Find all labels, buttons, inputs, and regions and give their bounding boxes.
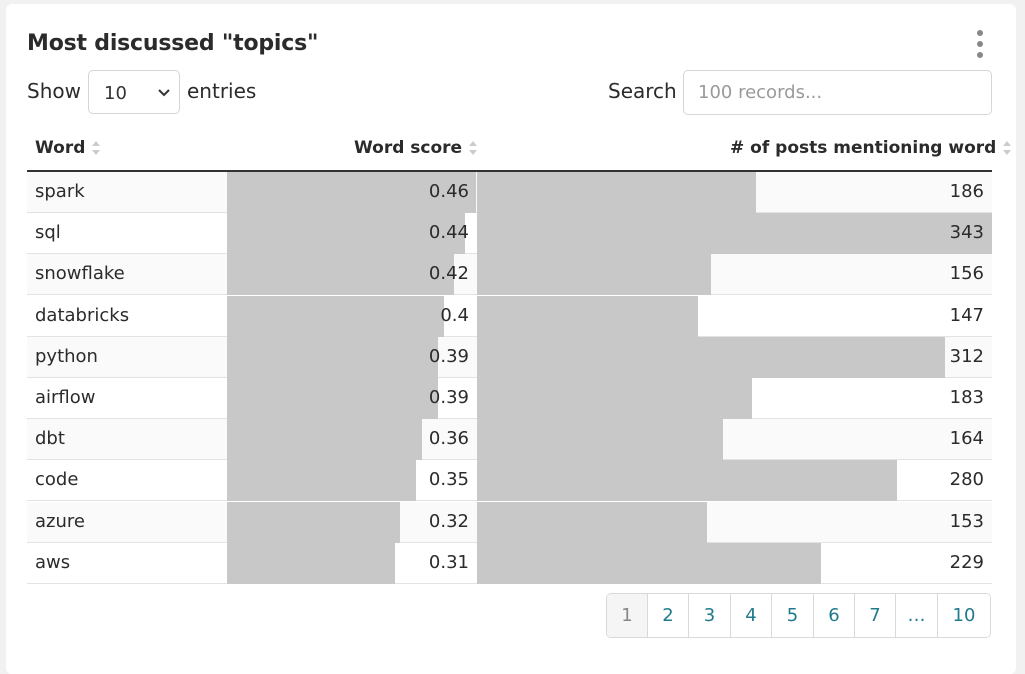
column-header-word[interactable]: Word	[35, 138, 101, 158]
word-score-bar	[227, 419, 422, 461]
column-header-posts[interactable]: # of posts mentioning word	[730, 138, 1012, 158]
header-divider	[27, 170, 992, 172]
chevron-down-icon	[158, 89, 170, 97]
word-cell: snowflake	[35, 263, 125, 285]
table-row: snowflake 0.42 156	[27, 254, 992, 296]
posts-count-cell: 186	[949, 181, 984, 202]
page-button[interactable]: …	[895, 594, 937, 637]
word-score-cell: 0.44	[428, 222, 469, 244]
sort-icon	[92, 141, 101, 155]
posts-count-cell: 156	[949, 263, 984, 285]
word-cell: airflow	[35, 387, 96, 408]
posts-count-bar	[477, 254, 711, 296]
page-button[interactable]: 7	[854, 594, 895, 637]
sort-icon	[1003, 141, 1012, 155]
table-row: sql 0.44 343	[27, 213, 992, 255]
posts-count-cell: 229	[949, 551, 984, 573]
posts-count-bar	[477, 172, 756, 213]
table-row: azure 0.32 153	[27, 501, 992, 543]
word-score-cell: 0.4	[440, 304, 469, 326]
word-cell: aws	[35, 551, 71, 573]
word-score-cell: 0.39	[428, 387, 469, 408]
table-row: databricks 0.4 147	[27, 295, 992, 337]
word-score-bar	[227, 378, 438, 419]
word-score-bar	[227, 295, 444, 337]
word-score-bar	[227, 501, 400, 543]
kebab-dot	[977, 30, 983, 36]
word-cell: databricks	[35, 304, 130, 326]
table-row: airflow 0.39 183	[27, 378, 992, 419]
entries-label: entries	[187, 79, 257, 103]
table-row: spark 0.46 186	[27, 172, 992, 213]
word-cell: azure	[35, 510, 85, 532]
table-row: aws 0.31 229	[27, 542, 992, 584]
word-score-cell: 0.32	[428, 510, 469, 532]
page-button[interactable]: 2	[647, 594, 688, 637]
posts-count-cell: 312	[949, 345, 984, 367]
word-score-bar	[227, 542, 395, 584]
word-score-cell: 0.36	[428, 428, 469, 450]
page-size-select[interactable]: 10	[88, 70, 180, 114]
page-button[interactable]: 3	[688, 594, 730, 637]
search-label: Search	[608, 79, 677, 103]
word-score-cell: 0.31	[428, 551, 469, 573]
word-cell: sql	[35, 222, 61, 244]
column-header-label: Word score	[354, 138, 463, 158]
posts-count-bar	[477, 336, 945, 378]
page-button[interactable]: 10	[937, 594, 990, 637]
posts-count-cell: 147	[949, 304, 984, 326]
search-input[interactable]	[683, 70, 992, 115]
word-score-bar	[227, 213, 465, 255]
word-score-cell: 0.42	[428, 263, 469, 285]
column-header-label: # of posts mentioning word	[730, 138, 997, 158]
word-score-bar	[227, 460, 416, 502]
kebab-menu-icon[interactable]	[975, 30, 985, 58]
kebab-dot	[977, 41, 983, 47]
posts-count-bar	[477, 501, 707, 543]
widget-title: Most discussed "topics"	[27, 31, 319, 56]
sort-icon	[469, 141, 478, 155]
word-cell: dbt	[35, 428, 65, 450]
posts-count-bar	[477, 460, 897, 502]
posts-count-cell: 343	[949, 222, 984, 244]
page-button[interactable]: 4	[730, 594, 771, 637]
word-score-cell: 0.35	[428, 469, 469, 491]
column-header-word-score[interactable]: Word score	[354, 138, 478, 158]
page-button[interactable]: 5	[771, 594, 813, 637]
table-row: python 0.39 312	[27, 336, 992, 378]
word-cell: python	[35, 345, 98, 367]
posts-count-cell: 153	[949, 510, 984, 532]
posts-count-bar	[477, 295, 698, 337]
word-score-bar	[227, 336, 438, 378]
word-score-bar	[227, 172, 476, 213]
pagination: 1 2 3 4 5 6 7… 10	[606, 593, 991, 638]
posts-count-cell: 280	[949, 469, 984, 491]
page-button[interactable]: 1	[607, 594, 647, 637]
posts-count-bar	[477, 542, 821, 584]
kebab-dot	[977, 52, 983, 58]
posts-count-cell: 164	[949, 428, 984, 450]
show-label: Show	[27, 79, 81, 103]
posts-count-bar	[477, 378, 752, 419]
word-score-cell: 0.39	[428, 345, 469, 367]
page-button[interactable]: 6	[813, 594, 854, 637]
posts-count-bar	[477, 213, 992, 255]
page-size-value: 10	[104, 83, 127, 104]
word-score-cell: 0.46	[428, 181, 469, 202]
word-cell: spark	[35, 181, 85, 202]
word-score-bar	[227, 254, 454, 296]
table-row: dbt 0.36 164	[27, 419, 992, 461]
table-row: code 0.35 280	[27, 460, 992, 502]
posts-count-bar	[477, 419, 723, 461]
posts-count-cell: 183	[949, 387, 984, 408]
column-header-label: Word	[35, 138, 86, 158]
word-cell: code	[35, 469, 79, 491]
